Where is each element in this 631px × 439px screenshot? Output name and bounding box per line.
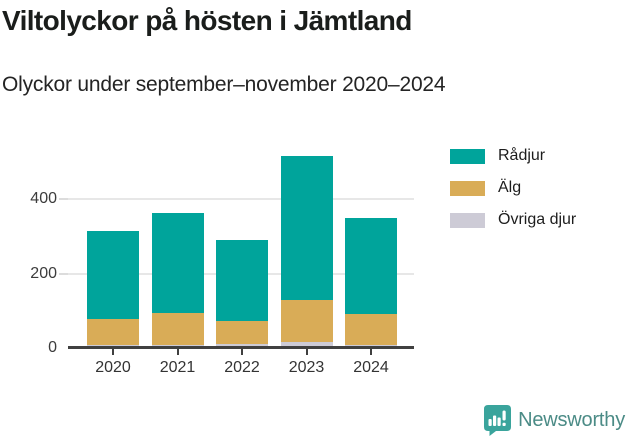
legend-label: Älg <box>498 179 522 196</box>
y-axis-label: 400 <box>30 190 57 208</box>
bar-segment <box>151 313 204 345</box>
y-tick-400 <box>59 198 68 201</box>
x-tick <box>112 348 114 355</box>
bar-segment <box>216 321 268 344</box>
x-axis-label: 2022 <box>224 359 260 376</box>
x-tick <box>305 348 308 355</box>
bar-segment <box>151 213 204 314</box>
legend-swatch <box>450 180 485 196</box>
x-axis-label: 2023 <box>288 359 325 376</box>
legend-swatch <box>450 148 485 164</box>
chart-title: Viltolyckor på hösten i Jämtland <box>2 5 412 36</box>
bar-group-2022 <box>216 239 268 348</box>
bar-segment <box>87 230 139 320</box>
bar-segment <box>87 319 139 345</box>
bar-segment <box>345 218 397 314</box>
bar-segment <box>345 313 397 345</box>
legend-item: Rådjur <box>450 147 576 165</box>
y-axis-label: 200 <box>30 264 57 282</box>
chart-legend: Rådjur Älg Övriga djur <box>450 147 576 229</box>
y-axis-label: 0 <box>48 339 57 356</box>
bar-segment <box>280 155 333 301</box>
legend-item: Älg <box>450 179 576 197</box>
legend-item: Övriga djur <box>450 211 576 229</box>
x-axis-label: 2020 <box>95 359 131 376</box>
chart-subtitle: Olyckor under september–november 2020–20… <box>2 73 446 96</box>
newsworthy-chart-bubble-icon <box>484 405 512 436</box>
x-axis-label: 2021 <box>159 359 196 376</box>
bar-segment <box>216 239 268 322</box>
x-tick <box>370 348 372 355</box>
bar-group-2023 <box>280 155 333 348</box>
bar-segment <box>280 300 333 342</box>
legend-label: Övriga djur <box>498 211 577 228</box>
legend-label: Rådjur <box>498 147 546 164</box>
bar-group-2024 <box>345 218 397 348</box>
newsworthy-branding: Newsworthy <box>484 405 625 436</box>
gridline-400 <box>68 198 414 201</box>
newsworthy-wordmark: Newsworthy <box>518 409 625 431</box>
x-axis-line <box>68 345 414 349</box>
x-axis-label: 2024 <box>353 359 389 376</box>
x-tick <box>241 348 243 355</box>
y-tick-200 <box>59 272 68 275</box>
x-tick <box>176 348 179 355</box>
legend-swatch <box>450 212 485 228</box>
bar-segment <box>280 341 333 348</box>
bar-group-2021 <box>151 213 204 348</box>
bar-group-2020 <box>87 230 139 348</box>
